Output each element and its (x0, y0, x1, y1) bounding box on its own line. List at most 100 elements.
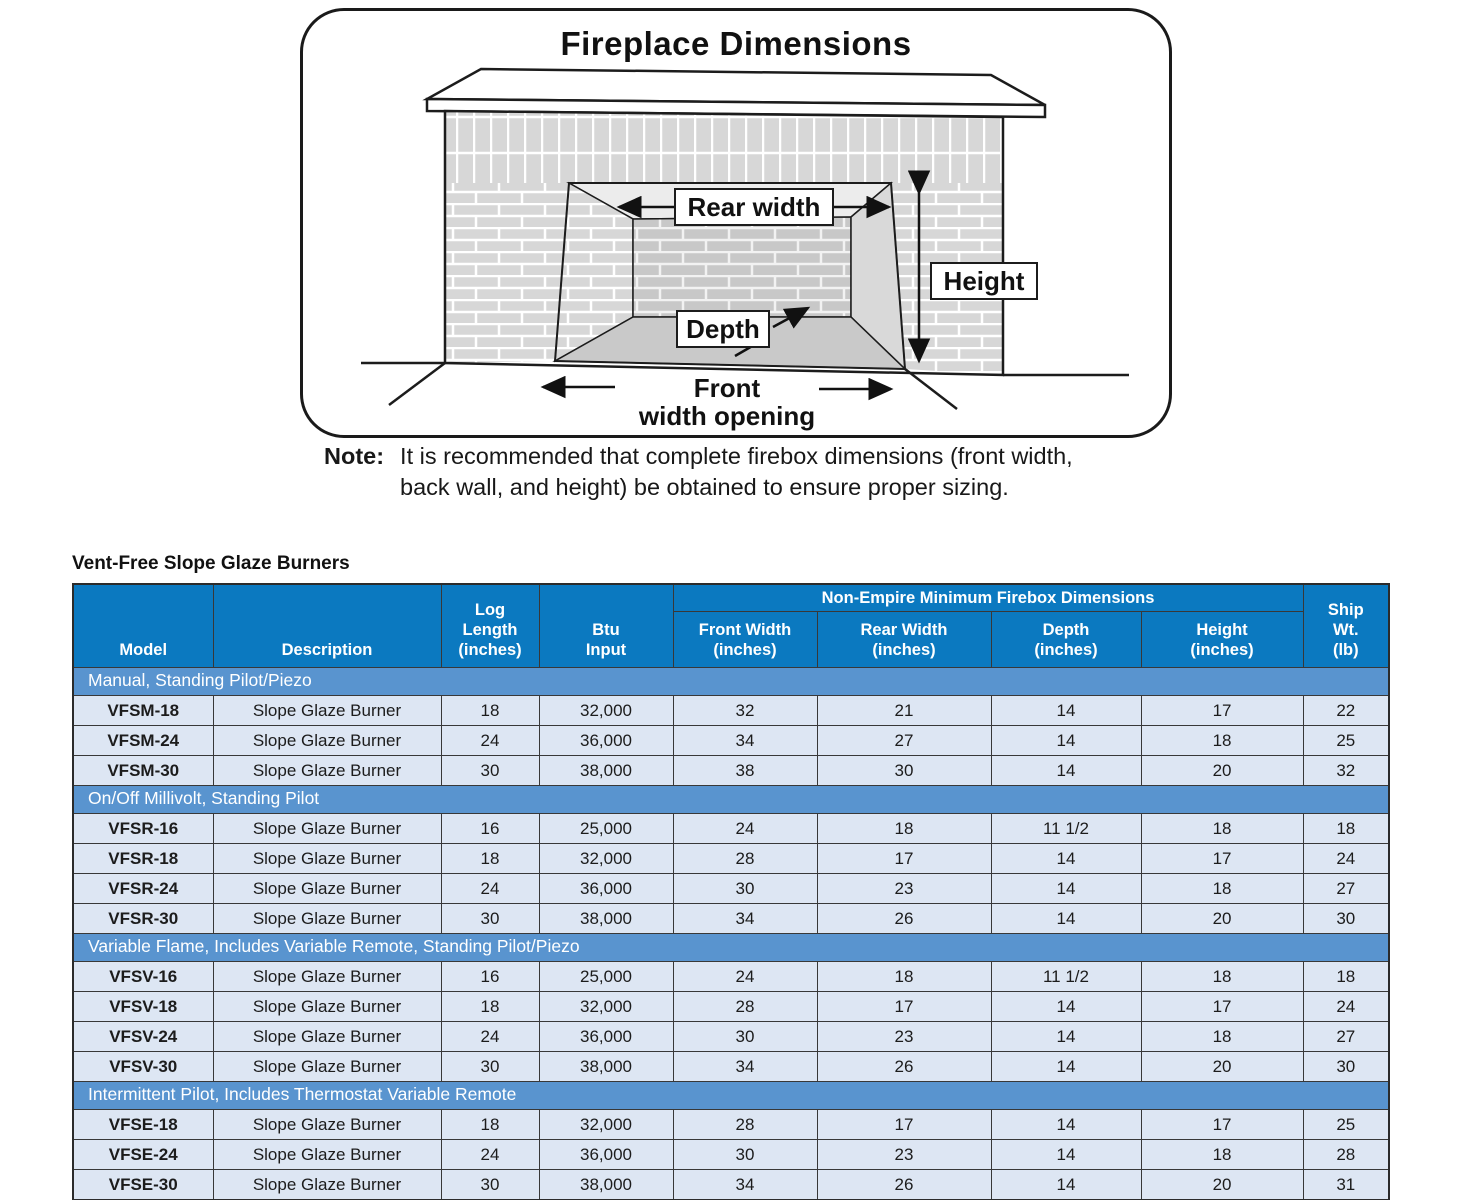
cell-description: Slope Glaze Burner (212, 1021, 442, 1052)
cell-ship-wt: 32 (1302, 755, 1390, 786)
cell-description: Slope Glaze Burner (212, 813, 442, 844)
group-header-firebox-dimensions: Non-Empire Minimum Firebox Dimensions (672, 583, 1304, 612)
cell-btu-input: 36,000 (538, 1021, 674, 1052)
cell-front-width: 38 (672, 755, 818, 786)
table-row: VFSE-18 Slope Glaze Burner 18 32,000 28 … (72, 1109, 1390, 1140)
depth-dimension: Depth (676, 306, 811, 358)
cell-front-width: 28 (672, 1109, 818, 1140)
cell-ship-wt: 30 (1302, 903, 1390, 934)
cell-height: 18 (1140, 725, 1304, 756)
cell-rear-width: 23 (816, 1139, 992, 1170)
cell-height: 20 (1140, 1169, 1304, 1200)
cell-front-width: 34 (672, 725, 818, 756)
note-text: It is recommended that complete firebox … (400, 443, 1073, 500)
cell-height: 17 (1140, 695, 1304, 726)
cell-ship-wt: 24 (1302, 991, 1390, 1022)
table-row: VFSR-24 Slope Glaze Burner 24 36,000 30 … (72, 873, 1390, 904)
cell-rear-width: 27 (816, 725, 992, 756)
cell-rear-width: 23 (816, 873, 992, 904)
cell-front-width: 28 (672, 843, 818, 874)
cell-btu-input: 38,000 (538, 755, 674, 786)
cell-depth: 14 (990, 843, 1142, 874)
cell-log-length: 30 (440, 1051, 540, 1082)
cell-depth: 14 (990, 1169, 1142, 1200)
cell-btu-input: 36,000 (538, 725, 674, 756)
cell-log-length: 30 (440, 1169, 540, 1200)
cell-model: VFSV-24 (72, 1021, 214, 1052)
cell-height: 20 (1140, 903, 1304, 934)
table-row: VFSV-16 Slope Glaze Burner 16 25,000 24 … (72, 961, 1390, 992)
col-header-description: Description (212, 583, 442, 668)
cell-depth: 14 (990, 1021, 1142, 1052)
cell-ship-wt: 27 (1302, 1021, 1390, 1052)
mantel-shelf (422, 67, 1047, 119)
cell-depth: 14 (990, 755, 1142, 786)
cell-model: VFSE-30 (72, 1169, 214, 1200)
table-row: VFSR-16 Slope Glaze Burner 16 25,000 24 … (72, 813, 1390, 844)
section-header: Manual, Standing Pilot/Piezo (72, 667, 1390, 696)
height-dimension: Height (907, 170, 1038, 364)
cell-ship-wt: 18 (1302, 961, 1390, 992)
cell-ship-wt: 22 (1302, 695, 1390, 726)
cell-description: Slope Glaze Burner (212, 725, 442, 756)
cell-depth: 14 (990, 903, 1142, 934)
front-width-dimension: Front width opening (540, 373, 894, 431)
cell-description: Slope Glaze Burner (212, 991, 442, 1022)
cell-rear-width: 21 (816, 695, 992, 726)
table-row: VFSM-24 Slope Glaze Burner 24 36,000 34 … (72, 725, 1390, 756)
cell-front-width: 34 (672, 903, 818, 934)
burner-table-section: Vent-Free Slope Glaze Burners Model Desc… (72, 553, 1391, 1200)
cell-log-length: 24 (440, 1021, 540, 1052)
cell-ship-wt: 30 (1302, 1051, 1390, 1082)
table-row: VFSE-24 Slope Glaze Burner 24 36,000 30 … (72, 1139, 1390, 1170)
cell-description: Slope Glaze Burner (212, 843, 442, 874)
col-header-log-length: Log Length (inches) (440, 583, 540, 668)
cell-log-length: 30 (440, 903, 540, 934)
cell-model: VFSR-24 (72, 873, 214, 904)
cell-height: 20 (1140, 755, 1304, 786)
table-title: Vent-Free Slope Glaze Burners (72, 553, 350, 574)
table-row: VFSV-24 Slope Glaze Burner 24 36,000 30 … (72, 1021, 1390, 1052)
table-row: VFSR-30 Slope Glaze Burner 30 38,000 34 … (72, 903, 1390, 934)
cell-log-length: 16 (440, 813, 540, 844)
cell-log-length: 18 (440, 695, 540, 726)
cell-description: Slope Glaze Burner (212, 1169, 442, 1200)
height-label: Height (944, 266, 1025, 296)
cell-rear-width: 26 (816, 903, 992, 934)
cell-btu-input: 25,000 (538, 961, 674, 992)
col-header-front-width: Front Width (inches) (672, 611, 818, 668)
col-header-height: Height (inches) (1140, 611, 1304, 668)
burner-spec-table: Model Description Log Length (inches) Bt… (72, 583, 1391, 1200)
depth-label: Depth (686, 314, 760, 344)
section-header: On/Off Millivolt, Standing Pilot (72, 785, 1390, 814)
cell-log-length: 18 (440, 991, 540, 1022)
cell-height: 18 (1140, 1139, 1304, 1170)
cell-height: 20 (1140, 1051, 1304, 1082)
cell-depth: 11 1/2 (990, 961, 1142, 992)
cell-depth: 14 (990, 1139, 1142, 1170)
col-header-model: Model (72, 583, 214, 668)
cell-btu-input: 38,000 (538, 1169, 674, 1200)
floor-lines (361, 361, 1129, 410)
cell-ship-wt: 25 (1302, 725, 1390, 756)
cell-description: Slope Glaze Burner (212, 1109, 442, 1140)
cell-btu-input: 32,000 (538, 695, 674, 726)
rear-width-dimension: Rear width (616, 188, 892, 226)
cell-btu-input: 32,000 (538, 1109, 674, 1140)
rear-width-label: Rear width (688, 192, 821, 222)
cell-rear-width: 26 (816, 1169, 992, 1200)
cell-rear-width: 18 (816, 813, 992, 844)
cell-height: 17 (1140, 1109, 1304, 1140)
cell-model: VFSR-16 (72, 813, 214, 844)
cell-model: VFSV-30 (72, 1051, 214, 1082)
cell-log-length: 18 (440, 843, 540, 874)
front-width-label-line1: Front (694, 373, 761, 403)
cell-front-width: 28 (672, 991, 818, 1022)
cell-height: 18 (1140, 873, 1304, 904)
table-row: VFSR-18 Slope Glaze Burner 18 32,000 28 … (72, 843, 1390, 874)
cell-description: Slope Glaze Burner (212, 873, 442, 904)
cell-front-width: 24 (672, 813, 818, 844)
cell-rear-width: 18 (816, 961, 992, 992)
cell-log-length: 24 (440, 873, 540, 904)
